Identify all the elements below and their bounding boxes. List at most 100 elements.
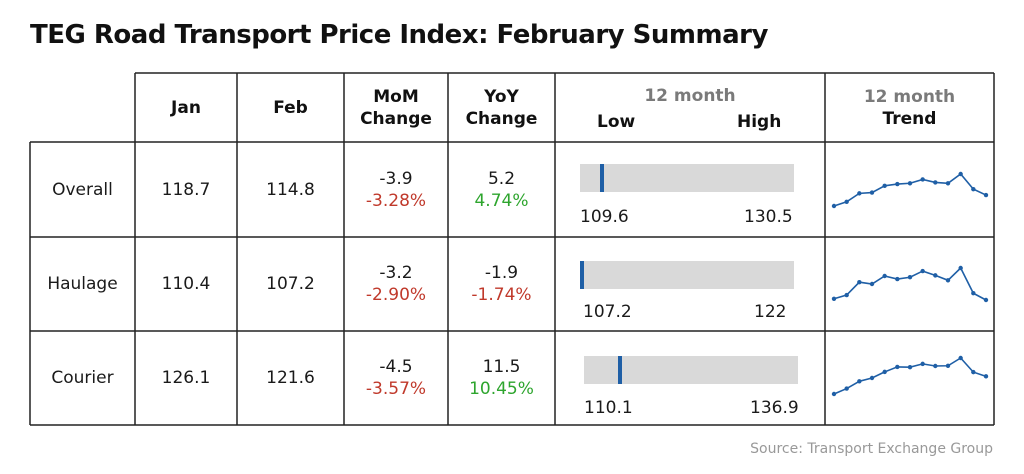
sparkline-point [920, 177, 925, 182]
range-high: 136.9 [750, 398, 799, 418]
header-feb: Feb [273, 97, 308, 118]
yoy-pct: -1.74% [471, 285, 532, 305]
header-mom-line1: MoM [373, 86, 419, 107]
sparkline-point [857, 191, 862, 196]
range-marker [600, 164, 604, 192]
sparkline-point [907, 275, 913, 280]
header-trend: 12 month Trend [825, 73, 994, 142]
header-range: 12 month Low High [555, 73, 825, 142]
sparkline-point [882, 273, 887, 279]
sparkline-point [933, 180, 938, 185]
range-bar [580, 164, 794, 192]
sparkline-point [869, 375, 875, 381]
mom-pct: -2.90% [365, 285, 427, 305]
sparkline-point [971, 369, 976, 375]
sparkline-path [833, 356, 987, 395]
sparkline-point [895, 276, 900, 282]
mom-change: -4.5 -3.57% [344, 331, 448, 425]
range-marker [580, 261, 584, 289]
sparkline-point [831, 203, 837, 209]
trend-sparkline [831, 355, 989, 397]
sparkline-point [958, 355, 963, 361]
sparkline-point [844, 386, 849, 391]
header-range-low: Low [597, 112, 636, 132]
sparkline-point [895, 364, 900, 370]
sparkline-path [833, 266, 987, 301]
trend-sparkline [831, 171, 989, 209]
feb-value: 114.8 [266, 179, 315, 200]
sparkline-point [844, 199, 849, 204]
sparkline-point [895, 181, 900, 187]
trend-sparkline [831, 265, 989, 303]
sparkline-point [882, 369, 887, 375]
feb-value: 107.2 [266, 274, 315, 294]
header-trend-bottom: Trend [882, 108, 937, 129]
sparkline-point [983, 297, 989, 303]
sparkline-point [857, 379, 862, 384]
sparkline-point [920, 268, 925, 274]
header-yoy-line2: Change [465, 108, 538, 129]
sparkline-point [933, 363, 938, 369]
header-range-top: 12 month [644, 86, 736, 106]
sparkline-point [958, 265, 963, 271]
yoy-abs: -1.9 [484, 263, 519, 283]
sparkline-point [945, 181, 951, 186]
range-low: 110.1 [584, 398, 633, 418]
yoy-pct: 10.45% [469, 379, 534, 399]
sparkline-point [907, 364, 913, 370]
sparkline-point [831, 391, 837, 397]
header-jan: Jan [171, 97, 201, 118]
yoy-change: 5.2 4.74% [448, 142, 555, 237]
header-trend-top: 12 month [863, 86, 956, 107]
header-range-high: High [737, 112, 782, 132]
page-title: TEG Road Transport Price Index: February… [30, 20, 768, 50]
sparkline-point [958, 171, 963, 177]
sparkline-point [933, 273, 938, 278]
range-low: 109.6 [580, 207, 629, 227]
sparkline-point [971, 291, 976, 296]
range-high: 122 [754, 302, 787, 322]
yoy-change: -1.9 -1.74% [448, 237, 555, 331]
sparkline-point [983, 374, 989, 379]
mom-change: -3.9 -3.28% [344, 142, 448, 237]
header-mom-line2: Change [360, 108, 432, 129]
header-yoy-line1: YoY [484, 86, 519, 107]
sparkline-point [844, 292, 849, 298]
mom-abs: -3.2 [379, 263, 413, 283]
sparkline-point [869, 281, 875, 287]
sparkline-point [907, 181, 913, 186]
sparkline-point [869, 190, 875, 195]
feb-value: 121.6 [266, 368, 315, 388]
range-high: 130.5 [744, 207, 793, 227]
yoy-change: 11.5 10.45% [448, 331, 555, 425]
sparkline-point [945, 363, 951, 368]
jan-value: 110.4 [161, 274, 211, 294]
yoy-abs: 5.2 [487, 168, 516, 189]
source-note: Source: Transport Exchange Group [750, 441, 993, 457]
sparkline-point [857, 279, 862, 285]
sparkline-point [983, 192, 989, 198]
mom-abs: -3.9 [379, 168, 413, 189]
sparkline-point [882, 183, 887, 188]
sparkline-path [833, 172, 987, 207]
range-marker [618, 356, 622, 384]
row-label: Overall [52, 179, 113, 200]
sparkline-point [831, 296, 837, 301]
sparkline-point [971, 186, 976, 192]
range-bar [584, 356, 798, 384]
header-mom: MoM Change [344, 73, 448, 142]
range-bar [580, 261, 794, 289]
sparkline-point [920, 361, 925, 367]
row-label: Haulage [47, 274, 118, 294]
header-yoy: YoY Change [448, 73, 555, 142]
range-low: 107.2 [583, 302, 632, 322]
mom-change: -3.2 -2.90% [344, 237, 448, 331]
jan-value: 126.1 [161, 368, 211, 388]
mom-pct: -3.28% [365, 190, 427, 211]
mom-pct: -3.57% [365, 379, 427, 399]
yoy-abs: 11.5 [482, 357, 521, 377]
jan-value: 118.7 [161, 179, 211, 200]
row-label: Courier [51, 368, 114, 388]
yoy-pct: 4.74% [474, 190, 529, 211]
